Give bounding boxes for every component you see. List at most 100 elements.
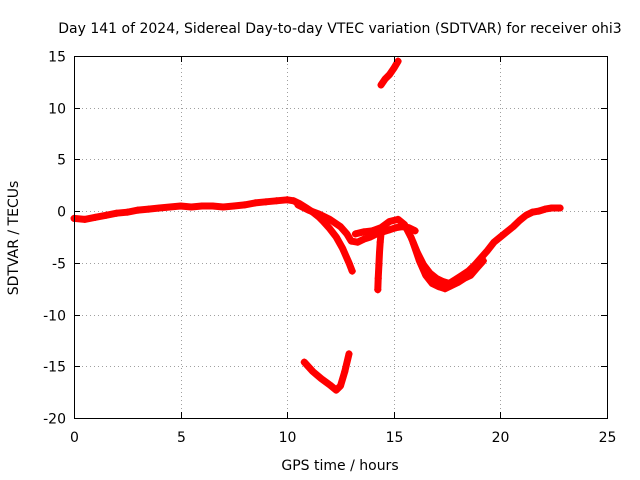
data-point xyxy=(262,198,270,206)
series-dip-trace-low xyxy=(409,238,487,293)
data-point xyxy=(155,204,163,212)
data-point xyxy=(187,203,195,211)
data-point xyxy=(166,203,174,211)
x-tick-label: 10 xyxy=(279,430,297,446)
data-point xyxy=(81,215,89,223)
data-point xyxy=(345,259,353,267)
data-point xyxy=(409,238,417,246)
data-point xyxy=(341,367,349,375)
data-point xyxy=(522,211,530,219)
data-point xyxy=(337,223,344,231)
data-point xyxy=(309,367,317,375)
data-point xyxy=(441,285,449,293)
data-point xyxy=(435,283,443,291)
data-point xyxy=(315,210,323,218)
data-point xyxy=(317,375,325,383)
data-point xyxy=(496,233,504,241)
data-point xyxy=(198,202,206,210)
data-point xyxy=(339,244,347,252)
series-band xyxy=(351,204,564,287)
x-tick-label: 15 xyxy=(386,430,404,446)
data-point xyxy=(484,246,492,254)
data-point xyxy=(209,202,217,210)
data-point xyxy=(123,208,131,216)
data-point xyxy=(386,226,394,234)
data-point xyxy=(535,207,543,215)
data-point xyxy=(439,277,447,285)
data-point xyxy=(473,264,481,272)
data-point xyxy=(400,221,408,229)
data-point xyxy=(300,358,308,366)
series-dip-trace xyxy=(351,204,564,288)
data-point xyxy=(283,196,291,204)
grid xyxy=(74,56,607,418)
data-point xyxy=(428,280,436,288)
y-tick-label: -5 xyxy=(52,257,66,273)
data-point xyxy=(347,237,355,245)
data-point xyxy=(374,274,382,282)
data-point xyxy=(392,224,400,232)
plot-frame xyxy=(74,56,608,419)
data-point xyxy=(134,206,142,214)
y-axis-label: SDTVAR / TECUs xyxy=(6,181,22,296)
series-spike-14.3 xyxy=(374,226,386,294)
data-point xyxy=(454,279,462,287)
data-point xyxy=(219,203,227,211)
data-point xyxy=(241,201,249,209)
data-point xyxy=(377,230,385,238)
data-point xyxy=(509,223,517,231)
x-tick-label: 0 xyxy=(70,430,79,446)
data-point xyxy=(326,381,334,389)
data-point xyxy=(332,386,340,394)
data-point xyxy=(415,257,423,265)
series-low-segment xyxy=(300,350,353,394)
data-point xyxy=(467,271,475,279)
x-tick-label: 20 xyxy=(492,430,510,446)
data-point xyxy=(541,205,549,213)
y-tick-label: -15 xyxy=(43,360,66,376)
data-point xyxy=(376,238,384,246)
data-point xyxy=(432,274,440,282)
series-upper-segment xyxy=(377,57,402,89)
data-point xyxy=(503,228,511,236)
axis-ticks: 0 5 10 15 20 25 -20 -15 -10 -5 0 5 10 15 xyxy=(43,50,616,447)
data-point xyxy=(528,208,536,216)
data-point xyxy=(407,233,415,241)
y-tick-label: -10 xyxy=(43,309,66,325)
data-point xyxy=(366,233,374,241)
data-point xyxy=(91,213,99,221)
y-tick-label: -20 xyxy=(43,412,66,428)
data-point xyxy=(377,81,385,89)
data-point xyxy=(394,57,402,65)
series-main-trace xyxy=(70,196,356,275)
data-point xyxy=(376,249,384,257)
data-point xyxy=(381,75,389,83)
data-point xyxy=(460,274,468,282)
data-point xyxy=(351,230,359,238)
data-point xyxy=(145,205,153,213)
data-point xyxy=(102,211,110,219)
data-point xyxy=(305,206,313,214)
data-point xyxy=(368,227,376,235)
data-point xyxy=(360,228,368,236)
data-point xyxy=(354,238,362,246)
data-point xyxy=(390,64,398,72)
series-layer xyxy=(70,57,564,394)
x-axis-label: GPS time / hours xyxy=(281,458,398,474)
x-tick-label: 5 xyxy=(177,430,186,446)
data-point xyxy=(411,227,419,235)
data-point xyxy=(548,204,556,212)
data-point xyxy=(177,202,185,210)
y-tick-label: 5 xyxy=(57,153,66,169)
data-point xyxy=(343,230,351,238)
data-point xyxy=(479,257,487,265)
data-point xyxy=(378,226,386,234)
data-point xyxy=(345,350,353,358)
data-point xyxy=(375,261,383,269)
data-point xyxy=(422,271,430,279)
data-point xyxy=(394,215,402,223)
data-point xyxy=(337,382,344,390)
chart-title: Day 141 of 2024, Sidereal Day-to-day VTE… xyxy=(58,21,621,37)
data-point xyxy=(516,216,524,224)
data-point xyxy=(348,267,356,275)
